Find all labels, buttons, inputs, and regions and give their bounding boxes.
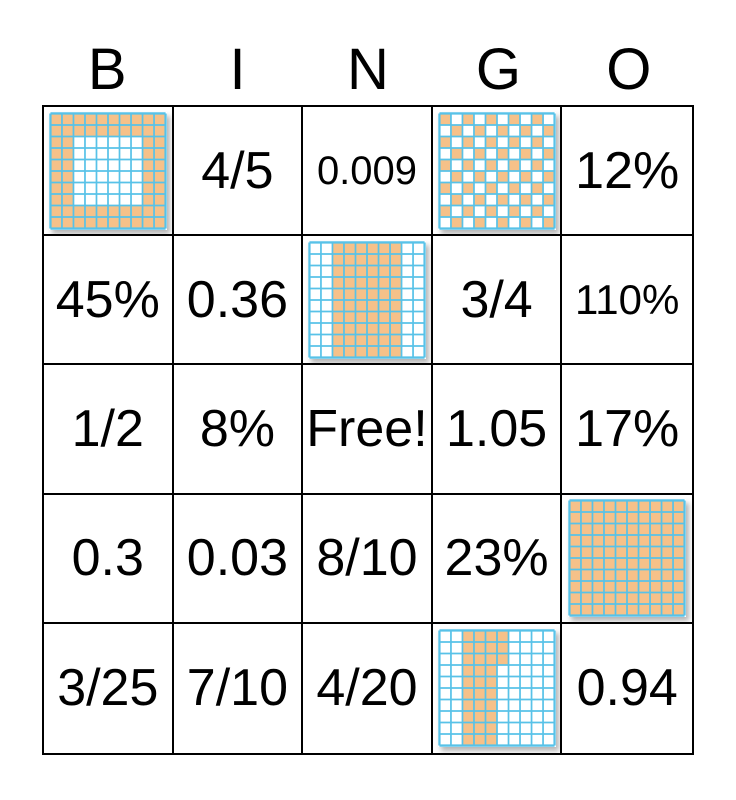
header-letter-g: G — [475, 37, 521, 102]
bingo-cell-r1c4[interactable] — [432, 107, 563, 237]
cell-value: 0.94 — [576, 659, 678, 718]
cell-value: 3/4 — [460, 270, 533, 329]
bingo-cell-r4c5[interactable] — [562, 494, 692, 624]
cell-value: 3/25 — [57, 659, 159, 718]
center-columns-hundred-grid — [308, 241, 426, 359]
bingo-cell-r3c2[interactable]: 8% — [173, 365, 304, 495]
header-letter-b: B — [87, 37, 127, 102]
cell-value: 8/10 — [316, 529, 418, 588]
bingo-cell-r1c5[interactable]: 12% — [562, 107, 692, 237]
cell-value: 0.03 — [186, 529, 288, 588]
bingo-cell-r3c3[interactable]: Free! — [303, 365, 433, 495]
header-letter-i: I — [229, 37, 246, 102]
bingo-cell-r1c2[interactable]: 4/5 — [173, 107, 304, 237]
bingo-cell-r2c2[interactable]: 0.36 — [173, 236, 304, 366]
cell-value: 4/20 — [316, 659, 418, 718]
checkerboard-hundred-grid — [437, 111, 556, 230]
bingo-cell-r3c5[interactable]: 17% — [562, 365, 692, 495]
bingo-cell-r5c5[interactable]: 0.94 — [562, 623, 692, 753]
cell-value: 8% — [199, 399, 275, 458]
bingo-cell-r1c1[interactable] — [44, 107, 174, 237]
thirty-three-cells-hundred-grid — [437, 629, 556, 748]
cell-value: 1/2 — [71, 399, 144, 458]
bingo-cell-r2c5[interactable]: 110% — [562, 236, 692, 366]
cell-value: 0.009 — [316, 148, 418, 193]
header-letter-o: O — [606, 37, 652, 102]
cell-value: 1.05 — [445, 399, 548, 458]
bingo-cell-r5c3[interactable]: 4/20 — [303, 623, 433, 753]
border-frame-hundred-grid — [49, 111, 167, 230]
bingo-cell-r5c4[interactable] — [432, 623, 563, 753]
fully-shaded-hundred-grid — [568, 499, 686, 617]
bingo-cell-r4c3[interactable]: 8/10 — [303, 494, 433, 624]
cell-value: Free! — [306, 399, 428, 458]
bingo-cell-r2c1[interactable]: 45% — [44, 236, 174, 366]
cell-value: 17% — [575, 399, 680, 458]
bingo-cell-r2c4[interactable]: 3/4 — [432, 236, 563, 366]
bingo-board: 4/5 0.009 12% 45% 0.36 3/4 110% 1/2 8% Free! 1.05 1… — [42, 105, 694, 755]
bingo-cell-r1c3[interactable]: 0.009 — [303, 107, 433, 237]
cell-value: 12% — [575, 141, 680, 200]
bingo-cell-r2c3[interactable] — [303, 236, 433, 366]
cell-value: 0.36 — [186, 270, 288, 329]
bingo-cell-r5c1[interactable]: 3/25 — [44, 623, 174, 753]
bingo-cell-r3c4[interactable]: 1.05 — [432, 365, 563, 495]
bingo-cell-r5c2[interactable]: 7/10 — [173, 623, 304, 753]
cell-value: 7/10 — [186, 659, 288, 718]
cell-value: 0.3 — [71, 529, 144, 588]
cell-value: 110% — [575, 275, 680, 323]
header-letter-n: N — [347, 37, 389, 102]
bingo-cell-r4c2[interactable]: 0.03 — [173, 494, 304, 624]
cell-value: 45% — [55, 270, 160, 329]
bingo-cell-r3c1[interactable]: 1/2 — [44, 365, 174, 495]
bingo-cell-r4c4[interactable]: 23% — [432, 494, 563, 624]
cell-value: 23% — [444, 529, 549, 588]
bingo-cell-r4c1[interactable]: 0.3 — [44, 494, 174, 624]
cell-value: 4/5 — [201, 141, 274, 200]
